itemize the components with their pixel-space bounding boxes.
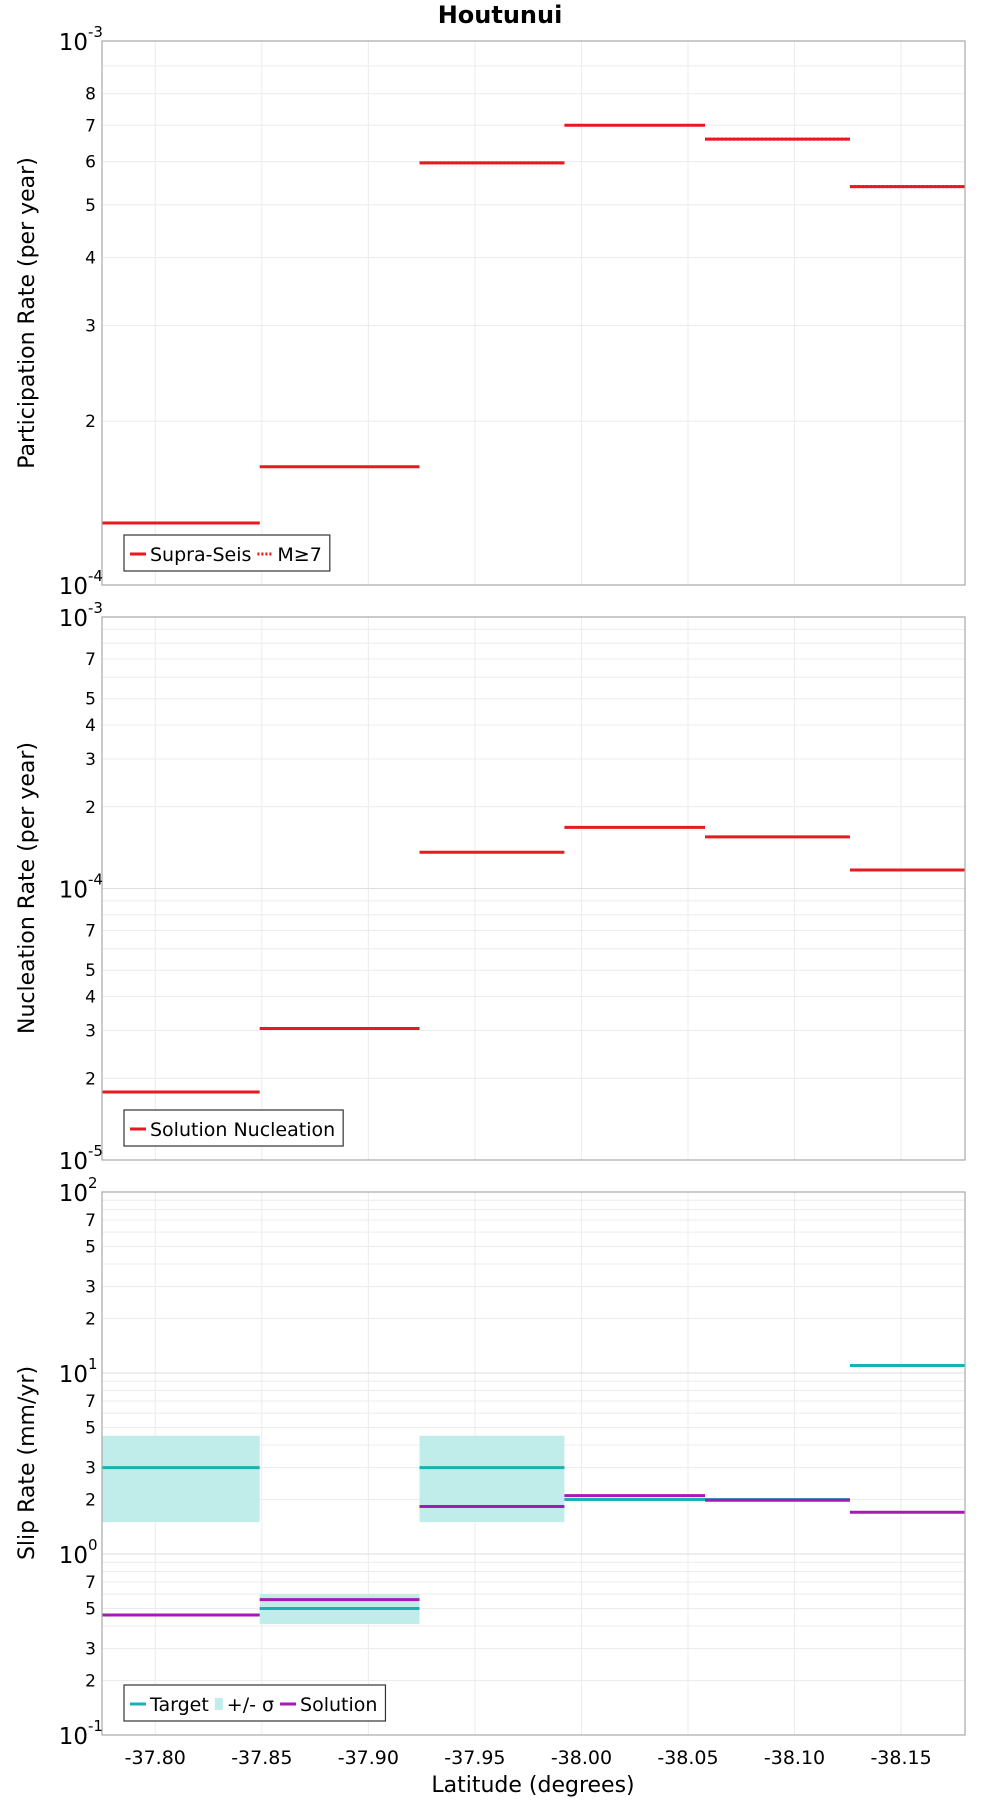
x-tick-label: -37.85 (231, 1747, 292, 1769)
y-tick-label: 6 (85, 153, 96, 173)
y-major-tick-label: 10 -4 (59, 871, 103, 904)
y-tick-exponent: 1 (88, 1355, 98, 1373)
y-major-tick-label: 10 -5 (59, 1142, 103, 1175)
legend: Supra-Seis M≥7 (123, 534, 331, 572)
y-tick-label: 2 (85, 1672, 96, 1692)
x-tick-label: -38.15 (870, 1747, 931, 1769)
y-tick-exponent: -5 (88, 1142, 103, 1160)
y-tick-exponent: -1 (88, 1717, 103, 1735)
y-tick-exponent: -3 (88, 23, 103, 41)
y-tick-label: 7 (85, 1211, 96, 1231)
y-tick-base: 10 (59, 1724, 88, 1750)
y-tick-base: 10 (59, 606, 88, 632)
legend-label: M≥7 (277, 544, 321, 566)
legend: Solution Nucleation (123, 1109, 344, 1147)
x-tick-label: -38.00 (551, 1747, 612, 1769)
y-tick-label: 4 (85, 716, 96, 736)
y-axis-label: Nucleation Rate (per year) (15, 742, 40, 1034)
y-tick-label: 7 (85, 1573, 96, 1593)
y-tick-label: 3 (85, 1459, 96, 1479)
y-tick-label: 5 (85, 196, 96, 216)
y-tick-base: 10 (59, 1149, 88, 1175)
x-tick-label: -38.05 (657, 1747, 718, 1769)
legend-label: Solution Nucleation (150, 1119, 335, 1141)
y-tick-label: 5 (85, 1418, 96, 1438)
y-tick-label: 2 (85, 1310, 96, 1330)
legend-entry: Solution (280, 1694, 377, 1716)
y-tick-label: 3 (85, 1640, 96, 1660)
plot-frame (101, 40, 966, 586)
y-tick-label: 2 (85, 798, 96, 818)
legend: Target +/- σ Solution (123, 1684, 387, 1722)
y-tick-exponent: -4 (88, 871, 103, 889)
y-tick-base: 10 (59, 878, 88, 904)
y-tick-label: 7 (85, 1392, 96, 1412)
y-tick-base: 10 (59, 1181, 88, 1207)
y-tick-label: 5 (85, 1599, 96, 1619)
legend-box (123, 534, 331, 572)
y-major-tick-label: 10 1 (59, 1355, 98, 1388)
legend-swatch (214, 1698, 223, 1710)
y-tick-base: 10 (59, 1543, 88, 1569)
y-major-tick-label: 10 -3 (59, 599, 103, 632)
y-tick-label: 2 (85, 412, 96, 432)
plot-frame (101, 616, 966, 1161)
x-tick-label: -37.90 (338, 1747, 399, 1769)
legend-box (123, 1684, 387, 1722)
y-tick-label: 4 (85, 988, 96, 1008)
y-tick-label: 3 (85, 750, 96, 770)
x-tick-label: -38.10 (764, 1747, 825, 1769)
y-tick-label: 3 (85, 316, 96, 336)
y-tick-exponent: 2 (88, 1174, 98, 1192)
sigma-band (419, 1435, 565, 1523)
plot-area (102, 41, 965, 585)
legend-label: Target (149, 1694, 209, 1716)
y-tick-exponent: 0 (88, 1536, 98, 1554)
y-tick-label: 5 (85, 690, 96, 710)
y-major-tick-label: 10 -3 (59, 23, 103, 56)
y-tick-base: 10 (59, 1362, 88, 1388)
legend-entry: +/- σ (214, 1694, 274, 1716)
x-axis-label: Latitude (degrees) (431, 1773, 634, 1798)
plot-frame (101, 1191, 966, 1736)
legend-entry: M≥7 (257, 544, 322, 566)
y-tick-label: 8 (85, 85, 96, 105)
legend-box (123, 1109, 344, 1147)
y-tick-base: 10 (59, 30, 88, 56)
y-major-tick-label: 10 2 (59, 1174, 98, 1207)
y-tick-label: 4 (85, 248, 96, 268)
y-tick-label: 5 (85, 1237, 96, 1257)
y-major-tick-label: 10 -1 (59, 1717, 103, 1750)
y-axis-label: Participation Rate (per year) (15, 157, 40, 469)
y-tick-label: 2 (85, 1069, 96, 1089)
y-tick-label: 7 (85, 650, 96, 670)
legend-entry: Supra-Seis (130, 544, 251, 566)
legend-entry: Solution Nucleation (130, 1119, 335, 1141)
legend-label: +/- σ (227, 1694, 274, 1716)
y-tick-base: 10 (59, 574, 88, 600)
y-tick-label: 7 (85, 116, 96, 136)
legend-label: Solution (300, 1694, 377, 1716)
y-tick-label: 2 (85, 1491, 96, 1511)
y-tick-label: 7 (85, 922, 96, 942)
legend-entry: Target (130, 1694, 209, 1716)
sigma-band (102, 1435, 260, 1523)
y-tick-label: 3 (85, 1021, 96, 1041)
y-tick-label: 5 (85, 961, 96, 981)
figure-title: Houtunui (438, 1, 563, 29)
y-tick-exponent: -4 (88, 567, 103, 585)
y-tick-label: 3 (85, 1278, 96, 1298)
x-tick-label: -37.80 (125, 1747, 186, 1769)
legend-label: Supra-Seis (150, 544, 251, 566)
y-axis-label: Slip Rate (mm/yr) (15, 1366, 40, 1560)
y-tick-exponent: -3 (88, 599, 103, 617)
x-tick-label: -37.95 (444, 1747, 505, 1769)
y-major-tick-label: 10 -4 (59, 567, 103, 600)
y-major-tick-label: 10 0 (59, 1536, 98, 1569)
